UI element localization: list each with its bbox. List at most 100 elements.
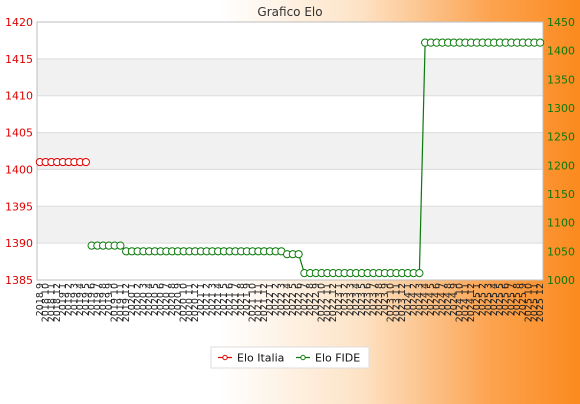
x-tick-label: 2023 10	[386, 283, 397, 322]
x-tick-label: 2024 11	[460, 283, 471, 322]
y-right-tick-label: 1300	[547, 102, 575, 115]
x-tick-label: 2020 9	[173, 283, 184, 316]
data-point	[116, 241, 125, 250]
y-left-tick-label: 1395	[5, 200, 33, 213]
x-tick-label: 2020 10	[179, 283, 190, 322]
x-tick-label: 2022 2	[271, 283, 282, 316]
y-right-tick-label: 1050	[547, 245, 575, 258]
x-tick-label: 2021 6	[225, 283, 236, 316]
x-tick-label: 2024 8	[443, 283, 454, 316]
x-tick-label: 2025 11	[529, 283, 540, 322]
grid-band	[37, 132, 543, 170]
x-tick-label: 2024 10	[455, 283, 466, 322]
y-left-tick-label: 1390	[5, 237, 33, 250]
x-tick-label: 2019 6	[87, 283, 98, 316]
x-tick-label: 2025 4	[489, 283, 500, 316]
x-tick-label: 2023 8	[374, 283, 385, 316]
x-tick-label: 2020 5	[150, 283, 161, 316]
legend: Elo Italia Elo FIDE	[210, 346, 370, 369]
plot-border	[36, 21, 544, 281]
x-tick-label: 2020 4	[144, 283, 155, 316]
x-tick-label: 2025 6	[501, 283, 512, 316]
x-tick-label: 2024 7	[437, 283, 448, 316]
chart-title: Grafico Elo	[257, 5, 322, 19]
x-tick-label: 2022 11	[322, 283, 333, 322]
x-tick-label: 2024 12	[466, 283, 477, 322]
x-tick-label: 2025 2	[478, 283, 489, 316]
x-tick-label: 2022 3	[276, 283, 287, 316]
y-right-tick-label: 1200	[547, 159, 575, 172]
y-left-tick-label: 1415	[5, 53, 33, 66]
x-tick-label: 2022 10	[317, 283, 328, 322]
x-tick-label: 2024 1	[403, 283, 414, 316]
x-tick-label: 2019 12	[121, 283, 132, 322]
x-tick-label: 2025 8	[512, 283, 523, 316]
x-tick-label: 2018 10	[41, 283, 52, 322]
legend-swatch-marker	[300, 354, 306, 361]
x-tick-label: 2022 8	[305, 283, 316, 316]
x-tick-label: 2022 1	[265, 283, 276, 316]
x-tick-label: 2024 5	[426, 283, 437, 316]
x-tick-label: 2024 6	[432, 283, 443, 316]
legend-label: Elo Italia	[237, 352, 284, 365]
x-tick-label: 2021 3	[207, 283, 218, 316]
x-tick-label: 2018 9	[35, 283, 46, 316]
x-tick-label: 2023 6	[363, 283, 374, 316]
y-right-tick-label: 1450	[547, 16, 575, 29]
x-tick-label: 2019 8	[98, 283, 109, 316]
x-tick-label: 2020 8	[167, 283, 178, 316]
x-tick-label: 2023 12	[397, 283, 408, 322]
data-point	[415, 269, 424, 278]
y-right-tick-label: 1150	[547, 188, 575, 201]
x-tick-label: 2018 12	[52, 283, 63, 322]
grid-band	[37, 206, 543, 244]
x-tick-label: 2024 2	[409, 283, 420, 316]
x-tick-label: 2023 4	[351, 283, 362, 316]
x-tick-label: 2019 11	[115, 283, 126, 322]
y-left-tick-label: 1385	[5, 274, 33, 287]
x-tick-label: 2023 11	[391, 283, 402, 322]
x-tick-label: 2022 7	[299, 283, 310, 316]
legend-swatch-marker	[222, 354, 228, 361]
legend-box	[210, 346, 370, 369]
x-tick-label: 2023 1	[334, 283, 345, 316]
x-tick-label: 2019 10	[110, 283, 121, 322]
x-tick-label: 2023 9	[380, 283, 391, 316]
x-tick-label: 2019 2	[64, 283, 75, 316]
x-tick-label: 2022 12	[328, 283, 339, 322]
x-tick-label: 2020 12	[190, 283, 201, 322]
x-tick-label: 2021 11	[253, 283, 264, 322]
legend-label: Elo FIDE	[315, 352, 360, 365]
x-tick-label: 2025 7	[506, 283, 517, 316]
y-right-tick-label: 1400	[547, 45, 575, 58]
grid-band	[37, 58, 543, 96]
x-tick-label: 2021 7	[230, 283, 241, 316]
x-tick-label: 2023 3	[345, 283, 356, 316]
x-tick-label: 2023 5	[357, 283, 368, 316]
x-tick-label: 2025 9	[518, 283, 529, 316]
x-tick-label: 2021 12	[259, 283, 270, 322]
x-tick-label: 2023 7	[368, 283, 379, 316]
x-tick-label: 2025 10	[524, 283, 535, 322]
x-tick-label: 2020 11	[184, 283, 195, 322]
x-tick-label: 2021 4	[213, 283, 224, 316]
x-tick-label: 2022 9	[311, 283, 322, 316]
x-tick-label: 2020 2	[133, 283, 144, 316]
x-tick-label: 2019 7	[92, 283, 103, 316]
x-tick-label: 2019 3	[69, 283, 80, 316]
legend-item[interactable]: Elo FIDE	[296, 352, 360, 365]
y-left-tick-label: 1420	[5, 16, 33, 29]
y-left-tick-label: 1400	[5, 163, 33, 176]
x-tick-label: 2020 7	[161, 283, 172, 316]
data-point	[536, 38, 545, 47]
x-tick-label: 2019 1	[58, 283, 69, 316]
x-tick-label: 2021 5	[219, 283, 230, 316]
legend-item[interactable]: Elo Italia	[218, 352, 284, 365]
y-left-tick-label: 1405	[5, 127, 33, 140]
x-tick-label: 2020 3	[138, 283, 149, 316]
x-tick-label: 2022 5	[288, 283, 299, 316]
data-point	[81, 157, 90, 167]
x-tick-label: 2018 11	[46, 283, 57, 322]
